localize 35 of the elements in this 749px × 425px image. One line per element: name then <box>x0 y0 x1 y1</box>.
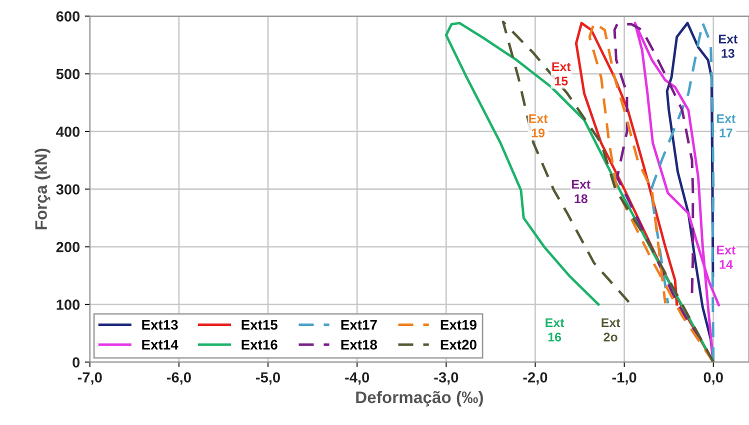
x-axis-title: Deformação (‰) <box>356 390 483 407</box>
line-series <box>650 22 715 362</box>
y-tick-label: 600 <box>56 11 80 22</box>
x-tick-label: -4,0 <box>345 372 370 385</box>
x-tick-label: 0,0 <box>704 372 723 385</box>
y-tick-label: 100 <box>56 300 80 310</box>
legend-label: Ext18 <box>341 340 378 350</box>
annotation: Ext 15 <box>552 62 571 86</box>
legend-label: Ext13 <box>142 320 178 330</box>
x-tick-label: -5,0 <box>256 372 280 385</box>
legend-label: Ext15 <box>242 320 278 330</box>
x-tick-label: -1,0 <box>612 372 636 385</box>
y-tick-label: 400 <box>56 126 80 137</box>
annotation: Ext 18 <box>572 180 590 204</box>
y-tick-label: 0 <box>72 357 80 368</box>
annotation: Ext 17 <box>717 114 736 138</box>
legend-label: Ext19 <box>440 320 476 330</box>
x-tick-label: -7,0 <box>78 372 102 385</box>
legend-label: Ext16 <box>242 340 278 350</box>
annotation: Ext 14 <box>717 246 736 269</box>
legend-label: Ext20 <box>440 340 476 350</box>
annotation: Ext 2o <box>602 318 620 342</box>
annotation: Ext 19 <box>529 114 548 138</box>
y-tick-label: 300 <box>56 184 80 195</box>
legend-label: Ext14 <box>142 340 178 350</box>
x-tick-label: -2,0 <box>523 372 548 385</box>
x-tick-label: -3,0 <box>434 372 458 385</box>
legend-label: Ext17 <box>341 320 377 330</box>
x-tick-label: -6,0 <box>166 372 191 385</box>
annotation: Ext 16 <box>546 318 564 342</box>
y-tick-label: 200 <box>56 242 80 252</box>
annotation: Ext 13 <box>719 34 738 58</box>
line-series <box>502 20 715 362</box>
y-tick-label: 500 <box>56 68 80 80</box>
y-axis-title: Força (kN) <box>34 148 50 230</box>
